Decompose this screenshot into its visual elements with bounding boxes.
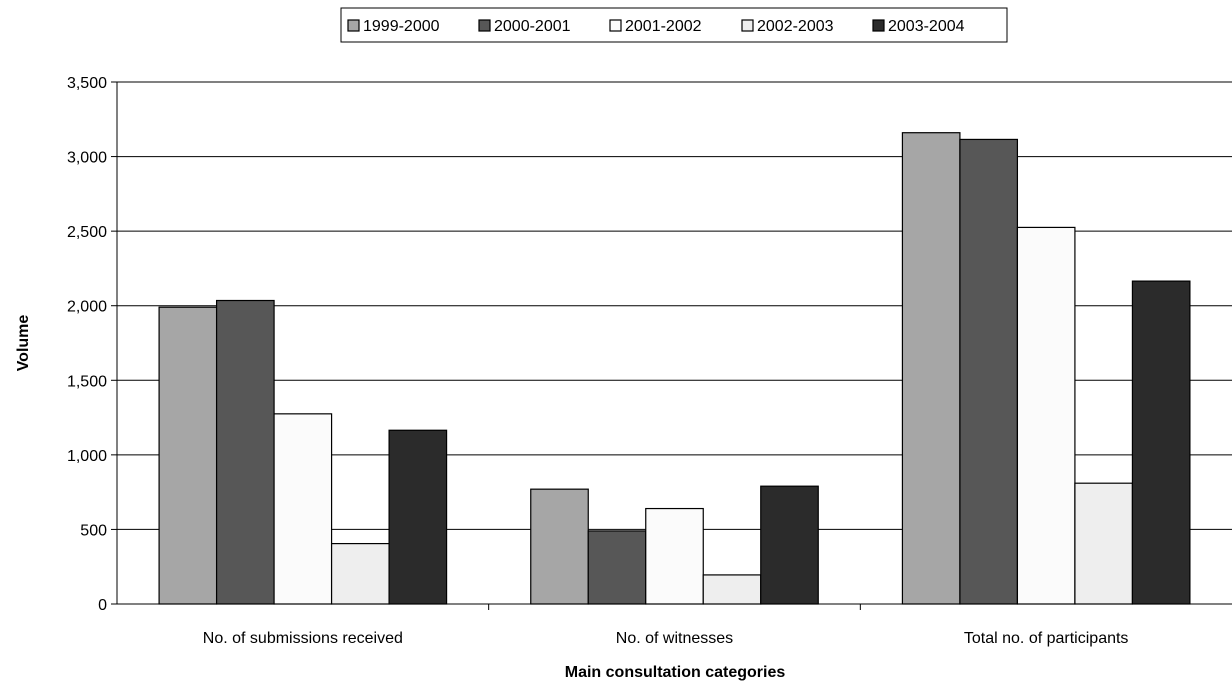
bar: [760, 485, 819, 605]
bars: [158, 132, 1191, 605]
x-axis-categories: No. of submissions received No. of witnes…: [203, 630, 1129, 647]
bar: [273, 413, 333, 605]
bar: [330, 542, 390, 605]
y-tick-label: 500: [80, 522, 107, 539]
y-tick-label: 2,000: [67, 299, 107, 316]
bar: [702, 574, 762, 605]
y-tick-label: 0: [98, 597, 107, 614]
y-axis-ticks: 0 500 1,000 1,500 2,000 2,500 3,000 3,500: [67, 75, 117, 614]
bar: [587, 530, 647, 605]
legend-entry-label: 1999-2000: [363, 18, 440, 35]
bar: [959, 138, 1019, 605]
axes: [116, 82, 1232, 610]
bar: [388, 429, 448, 605]
y-tick-label: 3,500: [67, 75, 107, 92]
legend-swatch: [741, 19, 754, 32]
y-tick-label: 3,000: [67, 150, 107, 167]
y-tick-label: 2,500: [67, 224, 107, 241]
x-category-label: No. of witnesses: [616, 630, 733, 647]
y-tick-label: 1,000: [67, 448, 107, 465]
x-category-label: Total no. of participants: [964, 630, 1129, 647]
bar: [1131, 280, 1191, 605]
y-axis-title: Volume: [15, 315, 32, 372]
bar: [901, 132, 961, 605]
legend-swatch: [609, 19, 622, 32]
legend-swatch: [347, 19, 360, 32]
bar: [1074, 482, 1134, 605]
bar: [645, 507, 704, 605]
x-axis-title: Main consultation categories: [565, 664, 786, 681]
legend-entry-label: 2002-2003: [757, 18, 834, 35]
bar: [158, 306, 218, 605]
bar: [1016, 226, 1076, 605]
legend-swatch: [872, 19, 885, 32]
legend: 1999-2000 2000-2001 2001-2002 2002-2003 2003…: [340, 7, 1008, 43]
x-category-label: No. of submissions received: [203, 630, 403, 647]
y-tick-label: 1,500: [67, 373, 107, 390]
legend-entry-label: 2003-2004: [888, 18, 965, 35]
legend-box: [340, 7, 1008, 43]
bar: [215, 299, 275, 605]
bar: [530, 488, 589, 605]
legend-entry-label: 2001-2002: [625, 18, 702, 35]
legend-swatch: [478, 19, 491, 32]
legend-entry-label: 2000-2001: [494, 18, 571, 35]
